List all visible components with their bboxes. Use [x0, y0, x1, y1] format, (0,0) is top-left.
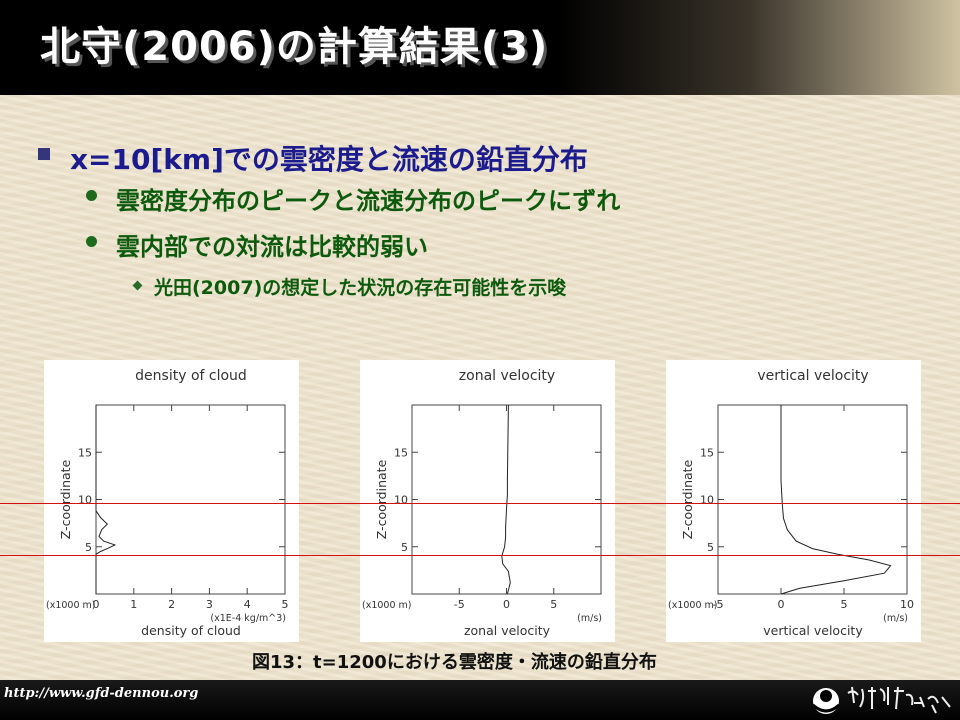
- figure-caption: 図13：t=1200における雲密度・流速の鉛直分布: [252, 652, 657, 673]
- x-axis-label: density of cloud: [141, 623, 241, 638]
- cloud-top-red-line: [0, 503, 960, 504]
- x-tick-label: 5: [841, 598, 848, 611]
- x-tick-label: -5: [454, 598, 465, 611]
- plot-frame: [717, 404, 908, 595]
- x-tick-label: 3: [206, 598, 213, 611]
- plot-frame: [411, 404, 602, 595]
- cloud-base-red-line: [0, 555, 960, 556]
- x-unit-label: (m/s): [577, 613, 602, 624]
- x-tick-label: 4: [244, 598, 251, 611]
- y-tick-label: 15: [78, 446, 92, 459]
- y-tick-label: 10: [78, 494, 92, 507]
- slide-title: 北守(2006)の計算結果(3): [40, 24, 549, 70]
- x-tick-label: 0: [93, 598, 100, 611]
- density-panel: density of cloud 0 1 2 3 4 5 5 10 15 (x1000 m) (x1E…: [44, 360, 299, 642]
- x-tick-label: 5: [282, 598, 289, 611]
- bullet-level3-text: 光田(2007)の想定した状況の存在可能性を示唆: [154, 277, 567, 299]
- bullet-level3: 光田(2007)の想定した状況の存在可能性を示唆: [132, 273, 566, 300]
- diamond-bullet-icon: [132, 280, 143, 291]
- x-axis-label: zonal velocity: [464, 623, 551, 638]
- bullet-level2-text: 雲密度分布のピークと流速分布のピークにずれ: [116, 187, 621, 215]
- bullet-level1: x=10[km]での雲密度と流速の鉛直分布: [38, 138, 588, 178]
- dennou-club-logo: [811, 686, 951, 714]
- circle-bullet-icon: [86, 236, 97, 247]
- y-tick-label: 5: [85, 541, 92, 554]
- zonal-panel: zonal velocity -5 0 5 5 10 15 (x1000 m) (m/s) zon…: [360, 360, 615, 642]
- x-tick-label: 0: [778, 598, 785, 611]
- y-tick-label: 5: [401, 541, 408, 554]
- y-axis-label: Z-coordinate: [374, 459, 389, 539]
- profile-line: [95, 405, 117, 594]
- y-tick-label: 10: [394, 494, 408, 507]
- y-unit-label: (x1000 m): [46, 600, 96, 611]
- profile-line: [780, 405, 892, 595]
- bullet-level1-text: x=10[km]での雲密度と流速の鉛直分布: [70, 143, 588, 176]
- title-bar: 北守(2006)の計算結果(3): [0, 0, 960, 95]
- plot-frame: [95, 404, 286, 595]
- bullet-level2-text: 雲内部での対流は比較的弱い: [116, 233, 428, 261]
- x-tick-label: 0: [503, 598, 510, 611]
- square-bullet-icon: [38, 148, 50, 160]
- x-tick-label: 5: [550, 598, 557, 611]
- x-tick-label: -5: [713, 598, 724, 611]
- logo-lettering: [847, 686, 951, 714]
- x-axis-label: vertical velocity: [763, 623, 863, 638]
- profile-line: [501, 404, 511, 595]
- y-unit-label: (x1000 m): [362, 600, 412, 611]
- y-tick-label: 5: [707, 541, 714, 554]
- x-tick-label: 2: [168, 598, 175, 611]
- x-unit-label: (m/s): [883, 613, 908, 624]
- x-tick-label: 1: [130, 598, 137, 611]
- vertical-panel: vertical velocity -5 0 5 10 5 10 15 (x1000 m) (m/…: [666, 360, 921, 642]
- density-chart: density of cloud 0 1 2 3 4 5 5 10 15 (x1000 m) (x1E…: [46, 368, 289, 638]
- y-tick-label: 15: [700, 446, 714, 459]
- y-tick-label: 15: [394, 446, 408, 459]
- chart-title: zonal velocity: [459, 368, 555, 384]
- y-axis-label: Z-coordinate: [58, 459, 73, 539]
- y-tick-label: 10: [700, 494, 714, 507]
- x-tick-label: 10: [900, 598, 914, 611]
- bullet-level2-peak-offset: 雲密度分布のピークと流速分布のピークにずれ: [86, 181, 620, 216]
- footer-url[interactable]: http://www.gfd-dennou.org: [4, 686, 199, 701]
- bullet-level2-weak-convection: 雲内部での対流は比較的弱い: [86, 227, 428, 262]
- chart-title: density of cloud: [135, 368, 247, 384]
- footer-bar: [0, 680, 960, 720]
- y-axis-label: Z-coordinate: [680, 459, 695, 539]
- y-unit-label: (x1000 m): [668, 600, 718, 611]
- x-unit-label: (x1E-4 kg/m^3): [210, 613, 286, 624]
- chart-title: vertical velocity: [757, 368, 868, 384]
- zonal-chart: zonal velocity -5 0 5 5 10 15 (x1000 m) (m/s) zon…: [362, 368, 602, 638]
- vertical-chart: vertical velocity -5 0 5 10 5 10 15 (x1000 m) (m/…: [668, 368, 914, 638]
- circle-bullet-icon: [86, 190, 97, 201]
